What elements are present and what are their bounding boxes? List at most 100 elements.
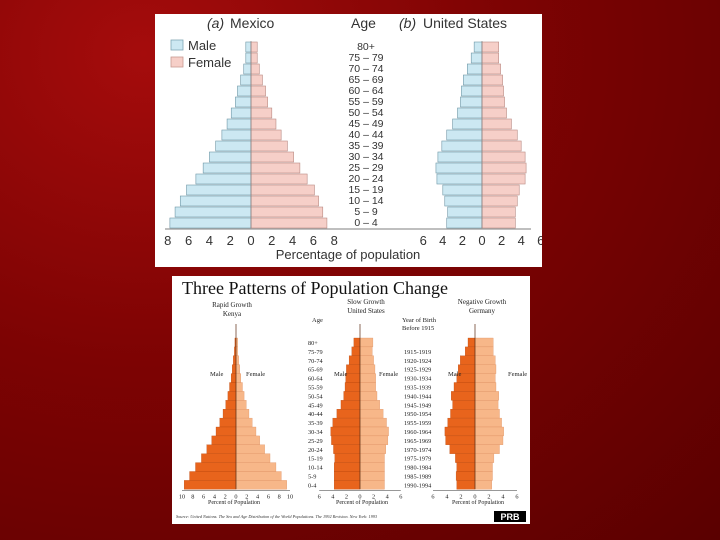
mexico-male-bar xyxy=(240,74,252,86)
age-group-label: 60-64 xyxy=(308,376,324,383)
germany-header-country: Germany xyxy=(469,307,496,315)
us-female-bar xyxy=(359,453,385,463)
mexico-female-bar xyxy=(250,85,266,97)
us-male-bar xyxy=(334,453,361,463)
age-group-label: 10 – 14 xyxy=(348,195,383,207)
germany-female-bar xyxy=(474,444,500,454)
age-group-label: 40 – 44 xyxy=(348,129,383,141)
us-male-bar xyxy=(435,162,483,174)
kenya-male-bar xyxy=(230,373,237,383)
age-group-label: 50 – 54 xyxy=(348,107,383,119)
mexico-female-bar xyxy=(250,184,315,196)
kenya-male-bar xyxy=(227,391,237,401)
kenya-tick-label: 6 xyxy=(267,493,270,500)
age-group-label: 0-4 xyxy=(308,482,317,489)
germany-tick-label: 2 xyxy=(487,493,490,500)
birth-year-label: 1970-1974 xyxy=(404,447,432,454)
mexico-male-bar xyxy=(226,118,252,130)
age-column-header: Age xyxy=(312,317,323,324)
birth-year-label: 1925-1929 xyxy=(404,367,431,374)
us-female-bar xyxy=(481,52,499,64)
age-header: Age xyxy=(351,15,376,31)
germany-female-bar xyxy=(474,417,502,428)
germany-male-bar xyxy=(456,462,476,472)
birth-year-label: 1965-1969 xyxy=(404,438,431,445)
mexico-tick-label: 0 xyxy=(247,233,254,248)
mexico-female-bar xyxy=(250,206,324,218)
age-group-label: 80+ xyxy=(308,340,318,347)
kenya-female-bar xyxy=(235,480,287,490)
us-female-bar xyxy=(359,346,373,356)
mexico-male-bar xyxy=(209,151,252,163)
birth-year-label: 1975-1979 xyxy=(404,456,431,463)
germany-male-bar xyxy=(456,480,476,490)
age-group-label: 45-49 xyxy=(308,402,323,409)
kenya-female-bar xyxy=(235,391,245,401)
mexico-tick-label: 6 xyxy=(185,233,192,248)
mexico-panel-letter: (a) xyxy=(207,15,224,31)
age-group-label: 70 – 74 xyxy=(348,63,383,75)
us-male-bar xyxy=(460,96,483,108)
germany-male-label: Male xyxy=(448,371,461,378)
germany-female-bar xyxy=(474,409,500,419)
mexico-panel-title: Mexico xyxy=(230,15,275,31)
us-tick-label: 4 xyxy=(439,233,446,248)
mexico-us-pyramid-chart: (a) Mexico Age (b) United States Male Fe… xyxy=(164,15,544,262)
kenya-male-label: Male xyxy=(210,371,223,378)
kenya-tick-label: 4 xyxy=(256,493,260,500)
us-male-bar xyxy=(353,337,361,348)
germany-male-bar xyxy=(449,444,476,454)
mexico-tick-label: 2 xyxy=(268,233,275,248)
birth-year-label: 1955-1959 xyxy=(404,420,431,427)
kenya-tick-label: 8 xyxy=(278,493,281,500)
mexico-tick-label: 6 xyxy=(310,233,317,248)
age-group-label: 30 – 34 xyxy=(348,151,383,163)
germany-female-bar xyxy=(474,382,497,392)
us-male-bar xyxy=(437,151,483,163)
germany-male-bar xyxy=(453,382,476,392)
us-female-bar xyxy=(359,462,385,472)
us-male-bar xyxy=(446,217,483,229)
germany-tick-label: 4 xyxy=(501,493,505,500)
age-group-label: 5 – 9 xyxy=(354,206,378,218)
us-female-bar xyxy=(359,400,380,410)
kenya-female-bar xyxy=(235,444,265,454)
us-female-bar xyxy=(481,206,516,218)
germany-tick-label: 0 xyxy=(473,493,476,500)
age-group-label: 65 – 69 xyxy=(348,74,383,86)
germany-female-bar xyxy=(474,355,496,365)
germany-female-label: Female xyxy=(508,371,527,378)
us-header-country: United States xyxy=(347,307,385,315)
kenya-male-bar xyxy=(219,417,237,428)
us-female-bar xyxy=(481,162,527,174)
us-female-bar xyxy=(359,355,374,365)
age-group-label: 20 – 24 xyxy=(348,173,383,185)
mexico-female-bar xyxy=(250,173,308,185)
us-tick-label: 6 xyxy=(420,233,427,248)
us-tick-label: 2 xyxy=(459,233,466,248)
mexico-male-bar xyxy=(186,184,252,196)
kenya-tick-label: 10 xyxy=(287,493,293,500)
kenya-tick-label: 0 xyxy=(234,493,237,500)
kenya-female-bar xyxy=(235,382,243,392)
age-group-label: 40-44 xyxy=(308,411,324,418)
kenya-female-bar xyxy=(235,355,239,365)
kenya-male-bar xyxy=(211,435,237,445)
germany-female-bar xyxy=(474,337,494,348)
germany-female-bar xyxy=(474,435,504,445)
germany-male-bar xyxy=(444,426,476,437)
birth-year-label: 1980-1984 xyxy=(404,465,432,472)
germany-male-bar xyxy=(460,355,476,365)
germany-female-bar xyxy=(474,426,504,437)
prb-logo-text: PRB xyxy=(500,512,520,522)
mexico-male-bar xyxy=(237,85,252,97)
us-male-bar xyxy=(343,391,361,401)
us-tick-label: 4 xyxy=(386,493,390,500)
us-male-bar xyxy=(345,373,361,383)
mexico-male-bar xyxy=(179,195,252,207)
mexico-tick-label: 4 xyxy=(289,233,296,248)
age-group-label: 70-74 xyxy=(308,358,324,365)
us-female-bar xyxy=(359,444,386,454)
us-female-label: Female xyxy=(379,371,398,378)
us-male-bar xyxy=(470,52,483,64)
